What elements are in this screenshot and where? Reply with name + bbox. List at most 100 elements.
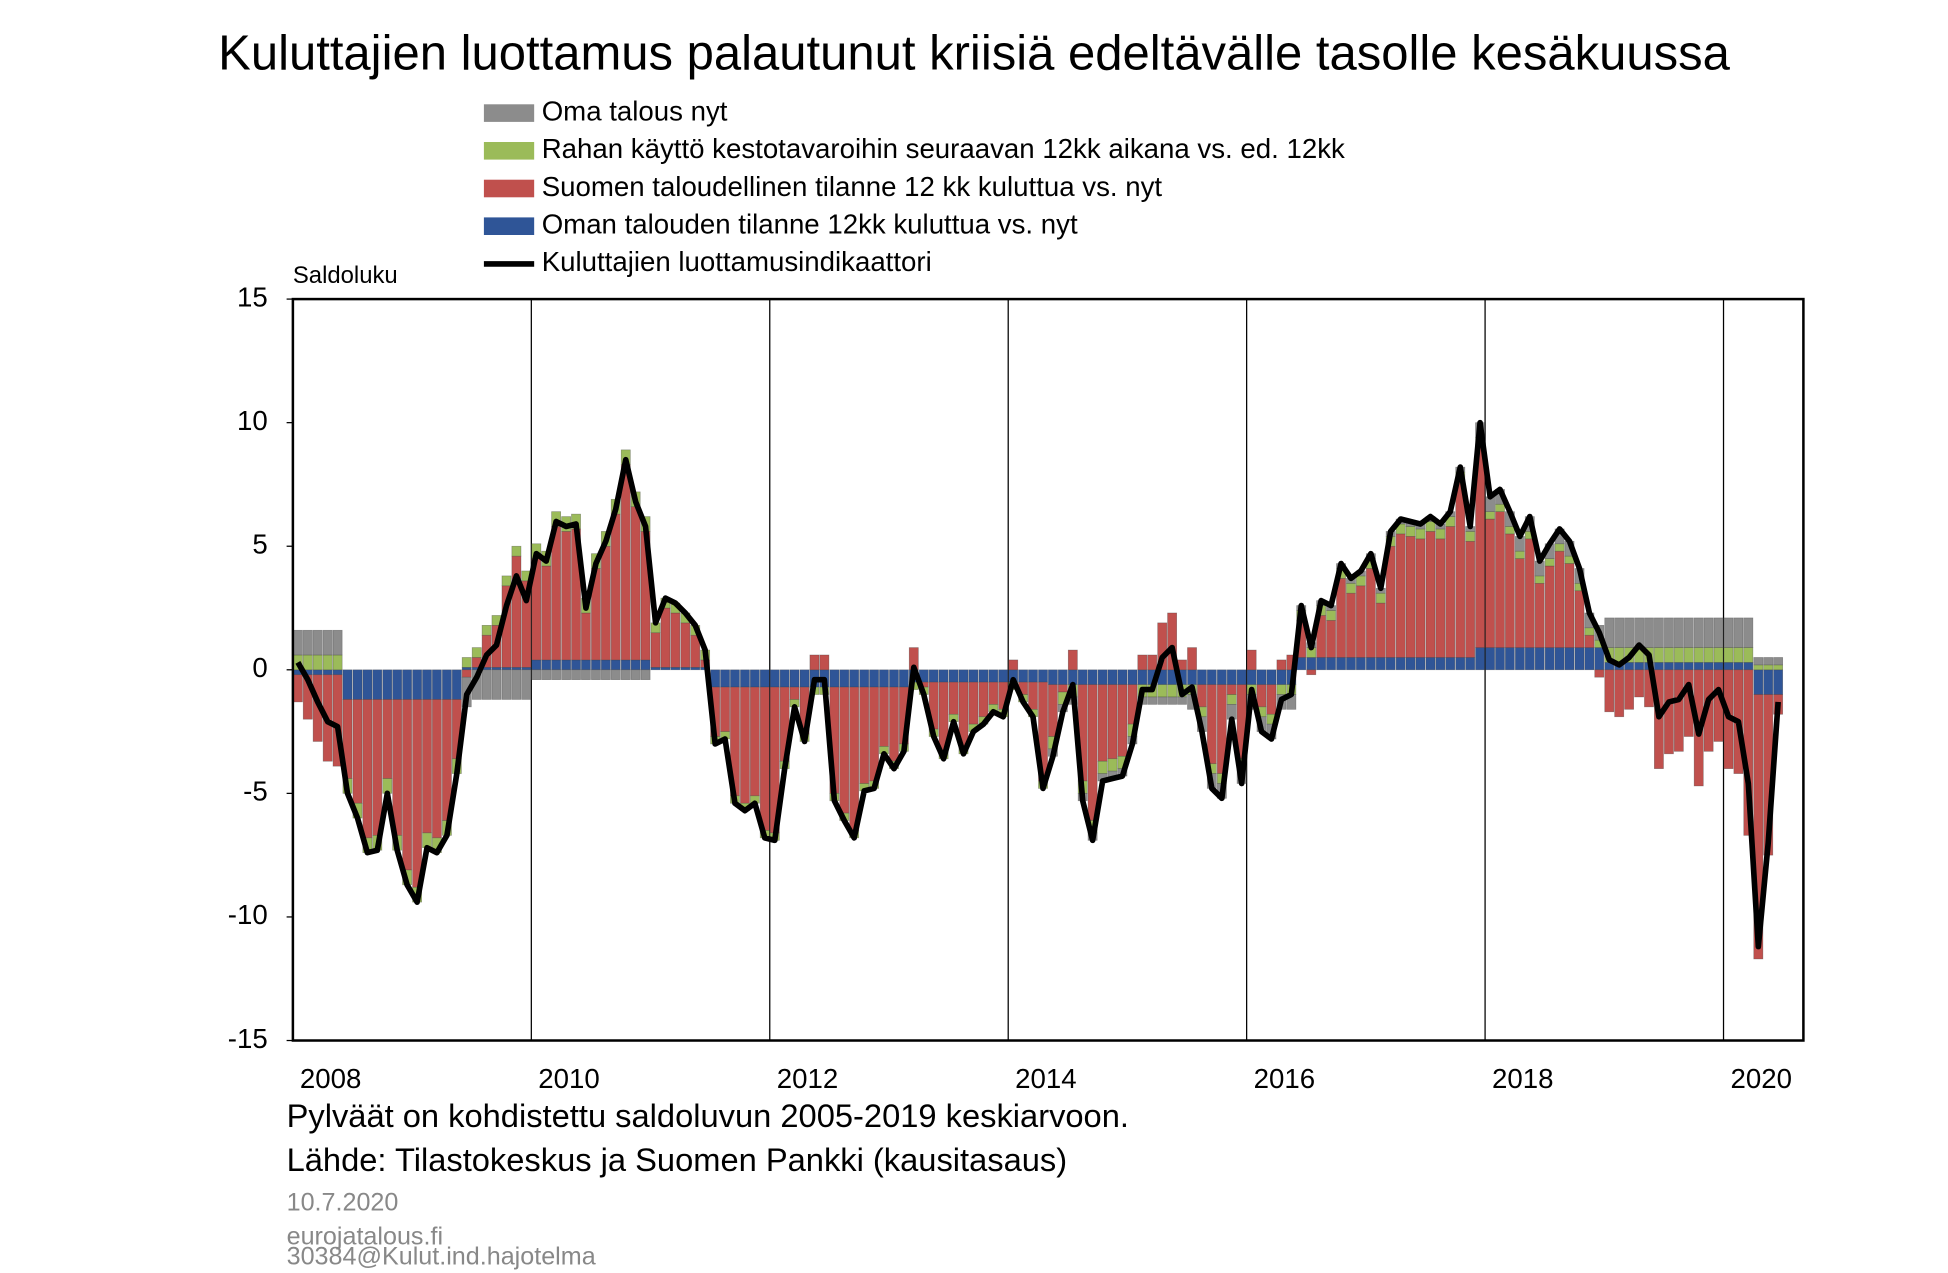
bar-segment: [1028, 669, 1038, 683]
bar-segment: [1624, 669, 1634, 710]
bar-segment: [1326, 657, 1336, 671]
bar-segment: [1703, 617, 1714, 648]
bar-segment: [670, 667, 681, 671]
bar-segment: [1167, 696, 1178, 705]
y-tick-label: -10: [228, 899, 268, 930]
bar-segment: [1544, 565, 1555, 648]
bar-segment: [1346, 657, 1356, 671]
bar-segment: [1504, 647, 1515, 671]
bar-segment: [1008, 659, 1019, 671]
bar-segment: [1465, 531, 1476, 542]
bar-segment: [1524, 647, 1535, 671]
bar-segment: [332, 654, 343, 671]
bar-segment: [1534, 647, 1545, 671]
bar-segment: [1346, 592, 1356, 658]
x-tick-label: 2008: [300, 1063, 361, 1094]
x-tick-label: 2016: [1254, 1063, 1315, 1094]
bar-segment: [740, 686, 750, 804]
y-tick-label: 15: [237, 281, 268, 312]
bar-segment: [879, 669, 889, 688]
bar-segment: [1276, 669, 1287, 685]
bar-segment: [968, 669, 979, 683]
bar-segment: [620, 464, 631, 661]
bar-segment: [332, 669, 343, 676]
bar-segment: [412, 699, 422, 888]
bar-segment: [859, 669, 870, 688]
x-tick-label: 2018: [1492, 1063, 1553, 1094]
bar-segment: [1236, 669, 1247, 685]
bar-segment: [928, 669, 939, 683]
line: [295, 419, 1781, 950]
bar-segment: [322, 669, 333, 676]
bar-segment: [759, 669, 770, 688]
bar-segment: [610, 513, 621, 661]
footer: eurojatalous.fi: [287, 1222, 443, 1250]
bar-segment: [710, 669, 721, 688]
bar-segment: [1336, 657, 1346, 671]
bar-segment: [879, 686, 889, 747]
bar-segment: [1763, 664, 1774, 671]
bar-segment: [1584, 634, 1595, 648]
bar-segment: [1703, 647, 1714, 663]
bar-segment: [491, 667, 502, 671]
bar-segment: [1515, 647, 1525, 671]
bar-segment: [1147, 654, 1158, 671]
bar-segment: [571, 659, 581, 671]
bar-segment: [1753, 664, 1764, 671]
bar-segment: [1038, 669, 1048, 683]
bar-segment: [1723, 617, 1734, 648]
bar-segment: [1137, 654, 1148, 671]
bar-segment: [1544, 558, 1555, 567]
bar-segment: [372, 699, 383, 836]
bar-segment: [1664, 662, 1674, 671]
bar-segment: [660, 667, 671, 671]
bar-segment: [1405, 657, 1416, 671]
bar-segment: [461, 657, 472, 668]
bar-segment: [1654, 617, 1664, 648]
bar-segment: [501, 667, 512, 671]
bar-segment: [1753, 669, 1764, 695]
bar-segment: [630, 669, 641, 681]
bar-segment: [1673, 669, 1684, 752]
bar-segment: [1773, 664, 1784, 671]
bar-segment: [1683, 662, 1694, 671]
bar-segment: [660, 607, 671, 668]
bar-segment: [1723, 647, 1734, 663]
bar-segment: [869, 686, 879, 782]
bar-segment: [1485, 518, 1495, 648]
bar-segment: [640, 659, 651, 671]
bar-segment: [591, 659, 601, 671]
bar-segment: [432, 699, 442, 839]
bar-segment: [849, 686, 860, 831]
legend-swatch: [483, 217, 535, 235]
bar-segment: [1425, 521, 1436, 532]
bar-segment: [1256, 669, 1267, 685]
bar-segment: [1634, 669, 1644, 698]
bar-segment: [1365, 568, 1376, 658]
bar-segment: [720, 686, 730, 732]
y-tick-label: 0: [252, 652, 267, 683]
bar-segment: [1346, 582, 1356, 594]
bar-segment: [610, 659, 621, 671]
bar-segment: [650, 667, 661, 671]
bar-segment: [342, 669, 353, 700]
bar-segment: [1594, 669, 1605, 678]
bar-segment: [362, 669, 373, 700]
bar-segment: [1475, 647, 1485, 671]
bar-segment: [1763, 669, 1774, 695]
bar-segment: [1564, 563, 1575, 648]
bar-segment: [938, 669, 949, 683]
bar-segment: [541, 565, 552, 661]
bar-segment: [839, 686, 850, 814]
bar-segment: [1226, 694, 1237, 705]
legend-swatch: [483, 142, 535, 160]
bar-segment: [1425, 657, 1436, 671]
bar-segment: [481, 669, 492, 700]
bar-segment: [1226, 684, 1237, 695]
bar-segment: [1256, 684, 1267, 708]
bar-segment: [829, 669, 840, 688]
bar-segment: [680, 667, 691, 671]
bar-segment: [600, 545, 611, 661]
bar-segment: [1415, 657, 1426, 671]
